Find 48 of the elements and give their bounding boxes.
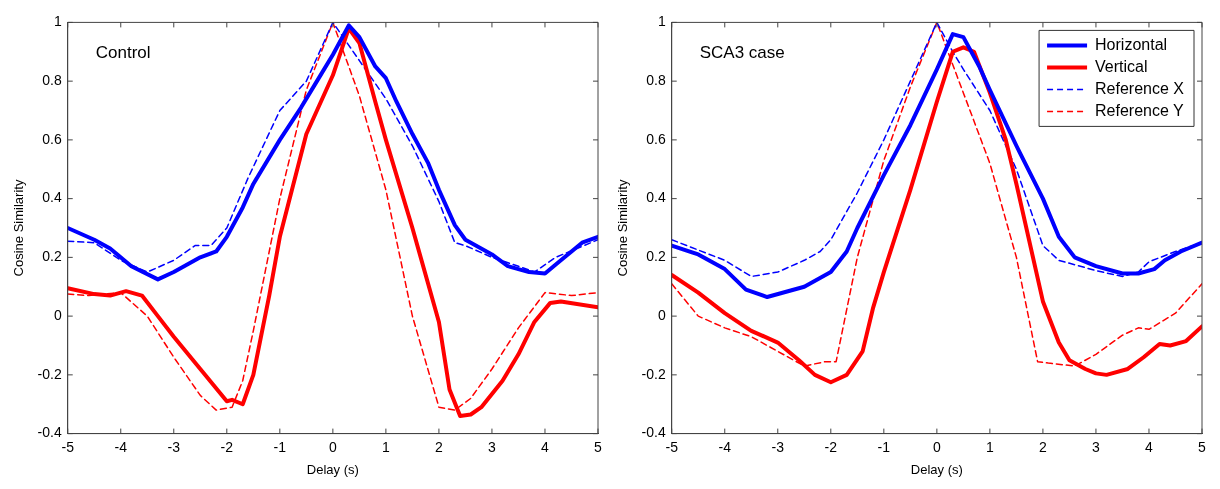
y-tick-label: 0.4 bbox=[646, 189, 666, 206]
x-tick-label: 1 bbox=[381, 438, 390, 455]
x-tick-label: -3 bbox=[771, 438, 785, 455]
x-tick-label: 4 bbox=[1145, 438, 1154, 455]
x-tick-label: 5 bbox=[594, 438, 603, 455]
y-tick-label: 0 bbox=[657, 306, 666, 323]
x-tick-label: -5 bbox=[61, 438, 75, 455]
y-tick-label: 0.2 bbox=[42, 248, 62, 265]
y-tick-label: -0.4 bbox=[641, 424, 666, 441]
legend-label: Horizontal bbox=[1095, 35, 1168, 53]
y-tick-label: -0.4 bbox=[37, 424, 62, 441]
y-axis-title: Cosine Similarity bbox=[615, 179, 631, 277]
y-axis-title: Cosine Similarity bbox=[11, 179, 27, 277]
x-tick-label: -1 bbox=[273, 438, 287, 455]
y-tick-label: 0 bbox=[53, 306, 62, 323]
x-tick-label: -2 bbox=[824, 438, 838, 455]
y-tick-label: 0.6 bbox=[646, 130, 666, 147]
x-tick-label: -4 bbox=[114, 438, 128, 455]
annotation: SCA3 case bbox=[699, 42, 785, 62]
x-tick-label: 3 bbox=[488, 438, 497, 455]
x-tick-label: 0 bbox=[328, 438, 337, 455]
x-axis-title: Delay (s) bbox=[910, 461, 963, 477]
x-tick-label: 1 bbox=[985, 438, 994, 455]
x-tick-label: 2 bbox=[435, 438, 444, 455]
y-tick-label: 0.2 bbox=[646, 248, 666, 265]
x-tick-label: -2 bbox=[220, 438, 234, 455]
x-tick-label: -3 bbox=[167, 438, 181, 455]
legend-label: Reference Y bbox=[1095, 101, 1185, 119]
x-tick-label: -5 bbox=[665, 438, 679, 455]
legend-label: Reference X bbox=[1095, 79, 1185, 97]
x-axis-title: Delay (s) bbox=[306, 461, 359, 477]
x-tick-label: 5 bbox=[1198, 438, 1207, 455]
x-tick-label: 3 bbox=[1092, 438, 1101, 455]
y-tick-label: -0.2 bbox=[37, 365, 62, 382]
y-tick-label: 1 bbox=[657, 13, 666, 30]
legend-label: Vertical bbox=[1095, 57, 1148, 75]
x-tick-label: -4 bbox=[718, 438, 732, 455]
y-tick-label: 0.8 bbox=[646, 72, 666, 88]
x-tick-label: -1 bbox=[877, 438, 891, 455]
y-tick-label: 0.8 bbox=[42, 72, 62, 88]
y-tick-label: 0.6 bbox=[42, 130, 62, 147]
x-tick-label: 2 bbox=[1039, 438, 1048, 455]
y-tick-label: 1 bbox=[53, 13, 62, 30]
annotation: Control bbox=[95, 42, 151, 62]
y-tick-label: 0.4 bbox=[42, 189, 62, 206]
y-tick-label: -0.2 bbox=[641, 365, 666, 382]
x-tick-label: 4 bbox=[541, 438, 550, 455]
x-tick-label: 0 bbox=[932, 438, 941, 455]
